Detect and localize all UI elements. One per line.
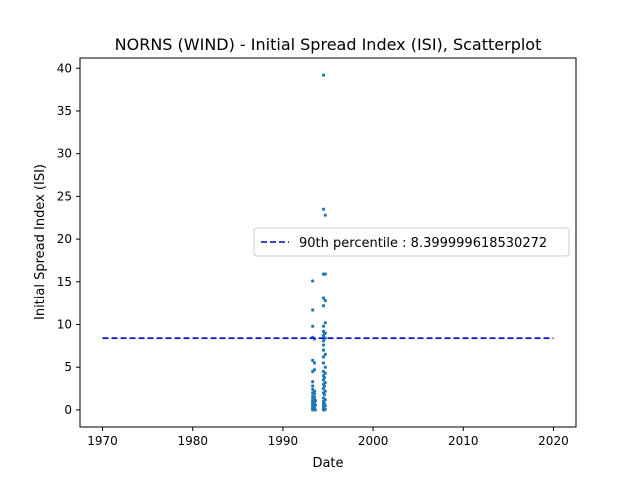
data-point <box>312 389 317 393</box>
y-tick-label: 15 <box>57 275 72 289</box>
x-axis-label: Date <box>312 456 343 471</box>
legend-label: 90th percentile : 8.399999618530272 <box>299 236 547 251</box>
y-tick-label: 40 <box>57 61 72 75</box>
data-point <box>321 378 326 382</box>
x-ticks: 1970 1980 1990 2000 2010 2020 <box>87 427 569 448</box>
data-point <box>321 207 326 211</box>
chart-title: NORNS (WIND) - Initial Spread Index (ISI… <box>115 35 542 54</box>
y-tick-label: 10 <box>57 318 72 332</box>
data-point <box>321 361 326 365</box>
data-point <box>323 389 327 393</box>
legend-box <box>253 227 570 257</box>
y-ticks: 0 5 10 15 20 25 30 35 40 <box>57 61 80 417</box>
data-point <box>323 380 327 385</box>
data-point <box>311 358 315 362</box>
data-point <box>311 279 315 283</box>
data-point <box>322 375 326 380</box>
x-tick-label: 2010 <box>448 434 479 448</box>
data-point <box>312 361 317 365</box>
plot-marks <box>102 73 554 412</box>
data-point <box>323 336 327 340</box>
data-point <box>322 392 326 397</box>
data-point <box>313 398 317 403</box>
data-point <box>312 392 317 396</box>
y-tick-label: 35 <box>57 104 72 118</box>
data-point <box>311 384 315 388</box>
data-point <box>323 398 327 402</box>
data-point <box>323 352 327 356</box>
data-point <box>321 296 326 300</box>
data-point <box>323 365 327 369</box>
data-point <box>313 408 317 412</box>
axes-frame <box>79 57 577 428</box>
data-point <box>323 298 327 303</box>
data-point <box>321 324 326 328</box>
legend: 90th percentile : 8.399999618530272 <box>253 227 570 257</box>
data-point <box>322 401 326 405</box>
y-tick-label: 5 <box>64 360 72 374</box>
data-point <box>322 384 326 388</box>
x-tick-label: 1970 <box>87 434 118 448</box>
data-point <box>321 304 326 308</box>
x-tick-label: 2000 <box>358 434 389 448</box>
data-point <box>323 321 327 325</box>
data-point <box>323 213 327 217</box>
data-point <box>313 403 317 407</box>
y-tick-label: 20 <box>57 232 72 246</box>
x-tick-label: 2020 <box>538 434 569 448</box>
data-point <box>311 308 315 312</box>
data-point <box>311 324 315 328</box>
y-tick-label: 0 <box>64 403 72 417</box>
data-point <box>312 395 317 399</box>
data-point <box>321 386 326 391</box>
data-point <box>321 343 326 347</box>
y-tick-label: 25 <box>57 189 72 203</box>
data-point <box>323 272 327 276</box>
data-point <box>322 332 326 336</box>
data-point <box>322 408 326 412</box>
x-tick-label: 1980 <box>177 434 208 448</box>
data-point <box>311 380 315 384</box>
y-axis-label: Initial Spread Index (ISI) <box>33 164 48 320</box>
data-point <box>321 348 326 352</box>
data-point <box>321 355 326 359</box>
data-point <box>312 368 317 372</box>
data-point <box>321 339 326 343</box>
data-point <box>321 73 326 77</box>
data-point <box>323 404 327 408</box>
x-tick-label: 1990 <box>268 434 299 448</box>
y-tick-label: 30 <box>57 147 72 161</box>
data-point <box>323 371 327 375</box>
